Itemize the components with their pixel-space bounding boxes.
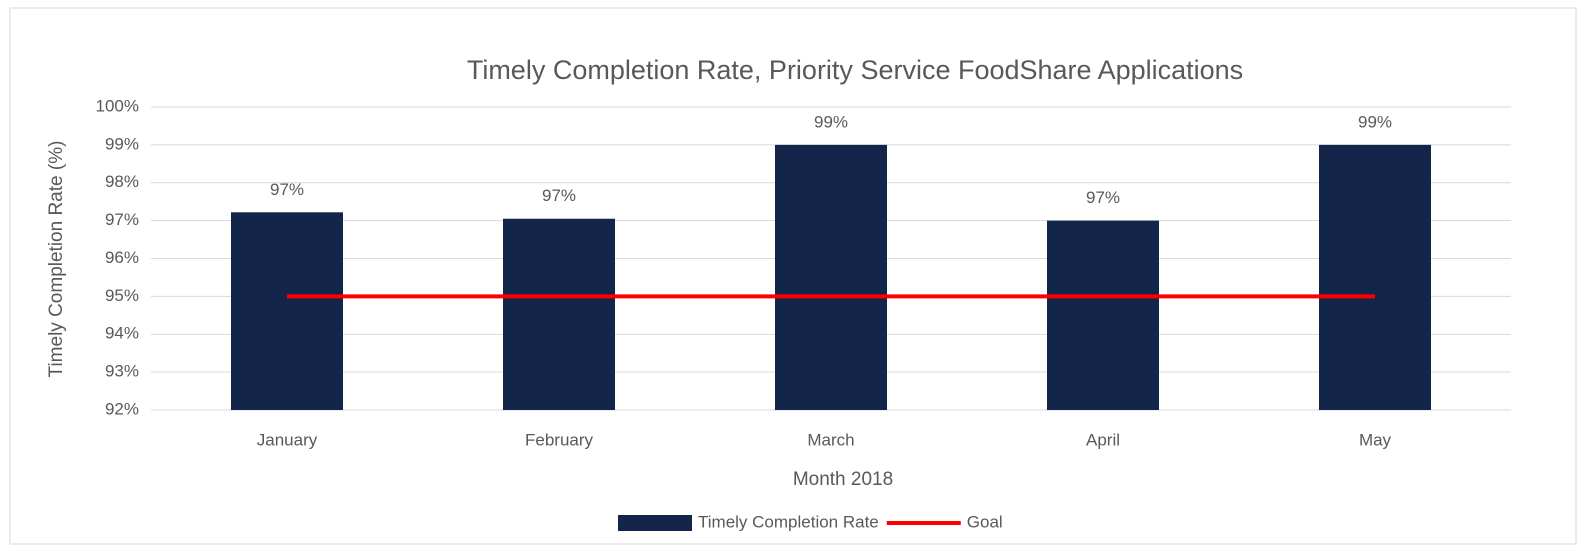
data-label: 99% <box>1358 112 1392 131</box>
bar <box>231 212 343 410</box>
y-tick-label: 97% <box>105 210 139 229</box>
bar <box>1319 144 1431 410</box>
bar <box>503 218 615 410</box>
x-tick-label: March <box>807 430 854 449</box>
y-tick-label: 98% <box>105 172 139 191</box>
y-tick-label: 99% <box>105 134 139 153</box>
data-label: 99% <box>814 112 848 131</box>
data-label: 97% <box>270 180 304 199</box>
legend-swatch <box>618 515 692 531</box>
bar <box>775 144 887 410</box>
y-tick-label: 92% <box>105 399 139 418</box>
y-axis-title: Timely Completion Rate (%) <box>46 141 67 378</box>
data-label: 97% <box>542 186 576 205</box>
chart-title: Timely Completion Rate, Priority Service… <box>467 55 1243 85</box>
y-tick-label: 94% <box>105 324 139 343</box>
y-tick-label: 93% <box>105 362 139 381</box>
y-tick-label: 95% <box>105 286 139 305</box>
legend-label: Timely Completion Rate <box>698 512 879 531</box>
x-tick-label: February <box>525 430 594 449</box>
x-axis-title: Month 2018 <box>793 469 893 490</box>
data-label: 97% <box>1086 188 1120 207</box>
x-tick-label: May <box>1359 430 1392 449</box>
bar <box>1047 220 1159 410</box>
legend-label: Goal <box>967 512 1003 531</box>
x-tick-label: April <box>1086 430 1120 449</box>
y-tick-label: 96% <box>105 248 139 267</box>
y-tick-label: 100% <box>96 96 139 115</box>
x-tick-label: January <box>257 430 318 449</box>
